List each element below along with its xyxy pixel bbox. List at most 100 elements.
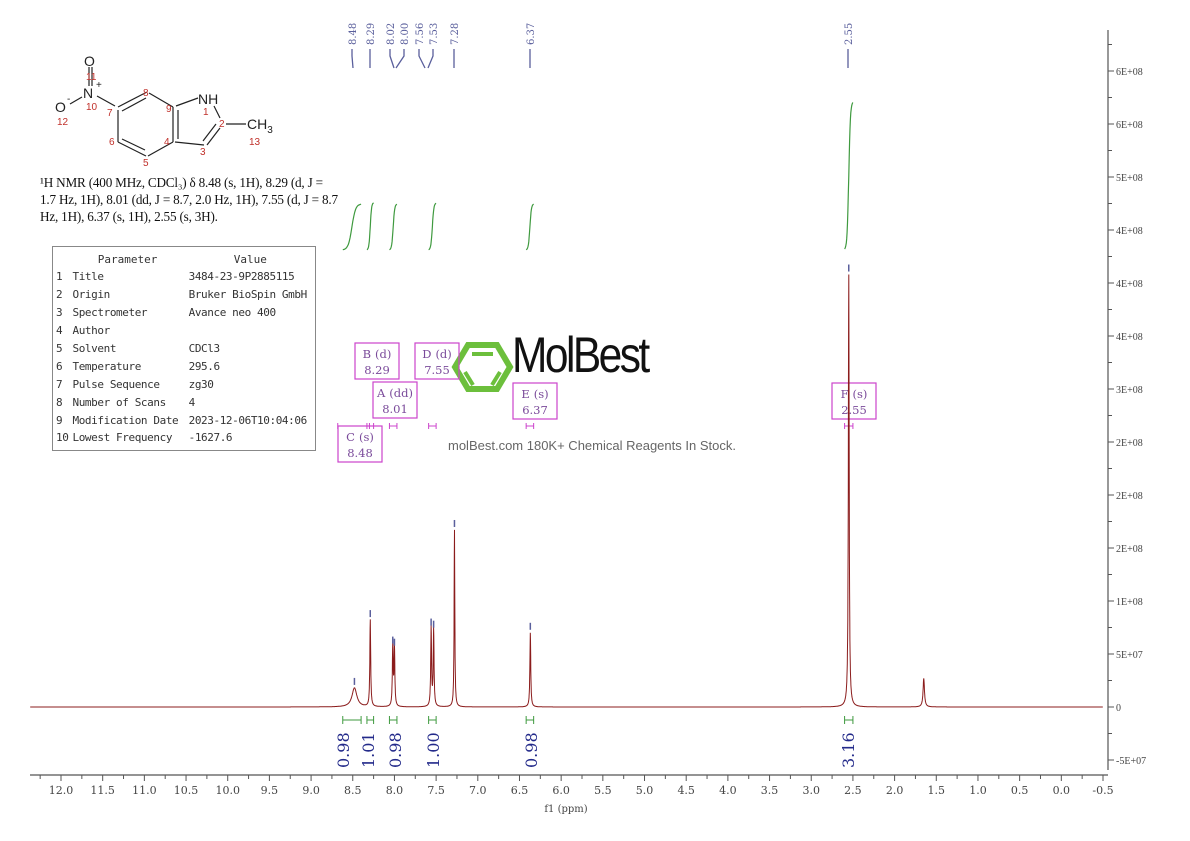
multiplet-label: C (s) (346, 430, 374, 444)
y-tick-label: 6E+08 (1116, 67, 1143, 78)
atom-number: 13 (249, 137, 261, 148)
x-tick-label: 6.5 (511, 784, 529, 797)
watermark-tagline: molBest.com 180K+ Chemical Reagents In S… (448, 438, 736, 453)
parameter-row: 9 Modification Date 2023-12-06T10:04:06 (53, 411, 315, 429)
param-name: Title (72, 270, 104, 284)
integral-bracket (366, 716, 375, 724)
parameter-row: 10 Lowest Frequency -1627.6 (53, 429, 315, 447)
x-tick-label: 9.0 (302, 784, 320, 797)
watermark-logo-text: MolBest (512, 327, 650, 383)
integral-curve (428, 202, 437, 251)
row-index: 3 (56, 306, 63, 320)
multiplet-shift: 8.01 (382, 402, 408, 416)
parameter-row: 8 Number of Scans 4 (53, 393, 315, 411)
x-tick-label: 6.0 (552, 784, 570, 797)
x-tick-label: 1.0 (969, 784, 987, 797)
x-tick-label: 10.5 (174, 784, 199, 797)
peak-label: 7.56 (415, 23, 426, 45)
x-tick-label: 7.0 (469, 784, 487, 797)
integral-value: 1.00 (424, 732, 443, 768)
peak-label: 8.00 (400, 23, 411, 45)
x-tick-label: 3.0 (802, 784, 820, 797)
atom-number: 11 (86, 72, 97, 83)
x-tick-label: -0.5 (1092, 784, 1113, 797)
multiplet-shift: 2.55 (841, 403, 867, 417)
multiplet-annotation: E (s) 6.37 (512, 382, 558, 429)
x-tick-label: 10.0 (215, 784, 240, 797)
row-index: 5 (56, 342, 63, 355)
integral-value: 0.98 (386, 732, 405, 768)
multiplet-annotation: D (d) 7.55 (414, 342, 460, 429)
atom-numbers: 11 10 12 7 8 9 1 2 13 3 4 5 6 (57, 72, 261, 169)
atom-number: 8 (143, 88, 149, 99)
y-tick-label: 5E+07 (1116, 650, 1143, 661)
y-tick-label: 2E+08 (1116, 438, 1143, 449)
y-tick-label: 2E+08 (1116, 544, 1143, 555)
atom-number: 12 (57, 117, 69, 128)
integral-bracket (525, 716, 535, 724)
multiplet-label: F (s) (841, 387, 868, 401)
row-index: 4 (56, 324, 63, 338)
param-value: Bruker BioSpin GmbH (188, 288, 308, 302)
multiplet-annotation: B (d) 8.29 (354, 342, 400, 429)
multiplet-box (831, 382, 877, 420)
x-tick-label: 7.5 (427, 784, 445, 797)
multiplet-range-bracket (428, 423, 437, 429)
integral-bracket (844, 716, 854, 724)
peak-label: 8.02 (386, 23, 397, 45)
x-tick-label: 12.0 (49, 784, 74, 797)
atom-nitrogen-10: N (83, 85, 93, 101)
multiplet-annotation: F (s) 2.55 (831, 382, 877, 429)
x-tick-label: 0.0 (1053, 784, 1071, 797)
x-tick-label: 4.0 (719, 784, 737, 797)
multiplet-shift: 8.29 (364, 363, 390, 377)
y-tick-label: -5E+07 (1116, 756, 1146, 767)
row-index: 10 (56, 431, 69, 445)
integral-value: 1.01 (359, 732, 378, 768)
param-value: 2023-12-06T10:04:06 (188, 413, 308, 427)
integral-value: 0.98 (522, 732, 541, 768)
peak-label: 2.55 (844, 23, 855, 45)
charge-plus: + (96, 80, 102, 91)
param-value: 3484-23-9P2885115 (188, 270, 295, 284)
peak-label: 7.53 (429, 23, 440, 45)
param-name: Origin (72, 288, 110, 302)
param-header: Parameter (97, 253, 158, 266)
multiplet-shift: 7.55 (424, 363, 450, 377)
x-tick-label: 11.0 (132, 784, 157, 797)
peak-label-leader (389, 49, 395, 69)
parameter-row: 1 Title 3484-23-9P2885115 (53, 268, 315, 286)
multiplet-label: B (d) (363, 347, 392, 361)
x-tick-label: 3.5 (761, 784, 779, 797)
parameter-row: 5 Solvent CDCl3 (53, 340, 315, 358)
param-name: Pulse Sequence (72, 377, 160, 391)
atom-number: 7 (107, 108, 113, 119)
multiplet-range-bracket (388, 423, 398, 429)
atom-number: 2 (219, 119, 225, 130)
x-tick-label: 8.5 (344, 784, 362, 797)
param-name: Modification Date (72, 413, 179, 427)
x-tick-label: 8.0 (386, 784, 404, 797)
parameter-row: 3 Spectrometer Avance neo 400 (53, 304, 315, 322)
row-index: 2 (56, 288, 63, 302)
y-tick-label: 0 (1116, 703, 1121, 714)
multiplet-label: E (s) (521, 387, 548, 401)
peak-label: 8.29 (366, 23, 377, 45)
x-tick-label: 11.5 (90, 784, 115, 797)
multiplet-box (354, 342, 400, 380)
y-tick-label: 4E+08 (1116, 332, 1143, 343)
x-tick-label: 5.5 (594, 784, 612, 797)
atom-nh: NH (198, 91, 218, 107)
param-name: Solvent (72, 342, 117, 355)
parameter-row: 6 Temperature 295.6 (53, 357, 315, 375)
molecule-structure (69, 67, 246, 157)
peak-label: 7.28 (450, 23, 461, 45)
integral-curve (366, 202, 375, 251)
atom-oxygen-top: O (84, 53, 95, 69)
param-name: Temperature (72, 359, 141, 373)
integral-bracket (428, 716, 437, 724)
x-tick-label: 4.5 (677, 784, 695, 797)
y-tick-label: 6E+08 (1116, 120, 1143, 131)
x-tick-label: 9.5 (261, 784, 279, 797)
multiplet-label: D (d) (422, 347, 452, 361)
